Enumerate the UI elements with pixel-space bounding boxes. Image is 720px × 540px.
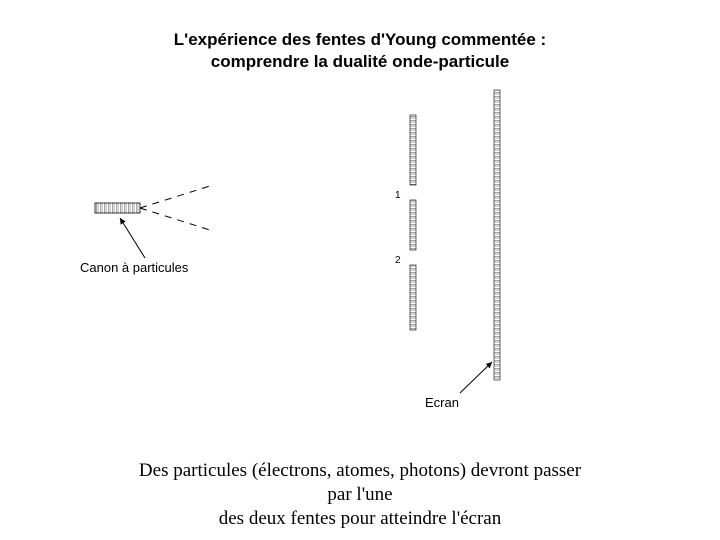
label-canon: Canon à particules [80,260,188,275]
label-slit-1: 1 [395,190,401,201]
diagram-stage: L'expérience des fentes d'Young commenté… [0,0,720,540]
caption-line-3: des deux fentes pour atteindre l'écran [0,508,720,530]
caption-line-1: Des particules (électrons, atomes, photo… [0,460,720,482]
label-slit-2: 2 [395,255,401,266]
caption-line-2: par l'une [0,484,720,506]
label-ecran: Ecran [425,395,459,410]
